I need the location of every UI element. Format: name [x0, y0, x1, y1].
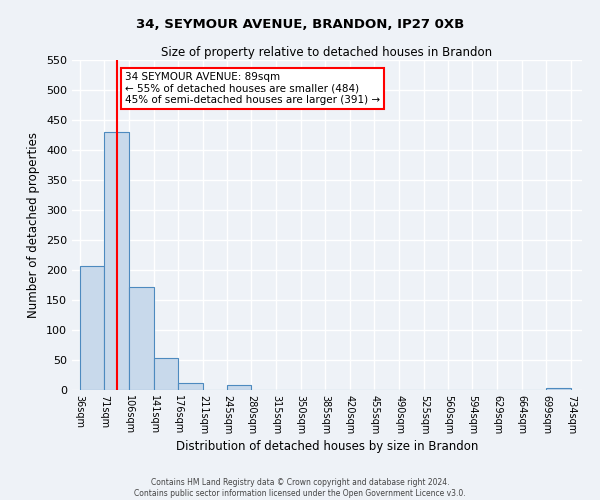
Y-axis label: Number of detached properties: Number of detached properties: [28, 132, 40, 318]
Title: Size of property relative to detached houses in Brandon: Size of property relative to detached ho…: [161, 46, 493, 59]
Bar: [129, 287, 154, 390]
Text: Contains HM Land Registry data © Crown copyright and database right 2024.
Contai: Contains HM Land Registry data © Crown c…: [134, 478, 466, 498]
Bar: [546, 388, 571, 390]
Bar: [178, 383, 203, 390]
Text: 34 SEYMOUR AVENUE: 89sqm
← 55% of detached houses are smaller (484)
45% of semi-: 34 SEYMOUR AVENUE: 89sqm ← 55% of detach…: [125, 72, 380, 105]
Bar: [80, 266, 104, 390]
X-axis label: Distribution of detached houses by size in Brandon: Distribution of detached houses by size …: [176, 440, 478, 453]
Text: 34, SEYMOUR AVENUE, BRANDON, IP27 0XB: 34, SEYMOUR AVENUE, BRANDON, IP27 0XB: [136, 18, 464, 30]
Bar: [154, 358, 178, 390]
Bar: [104, 132, 129, 390]
Bar: [227, 385, 251, 390]
